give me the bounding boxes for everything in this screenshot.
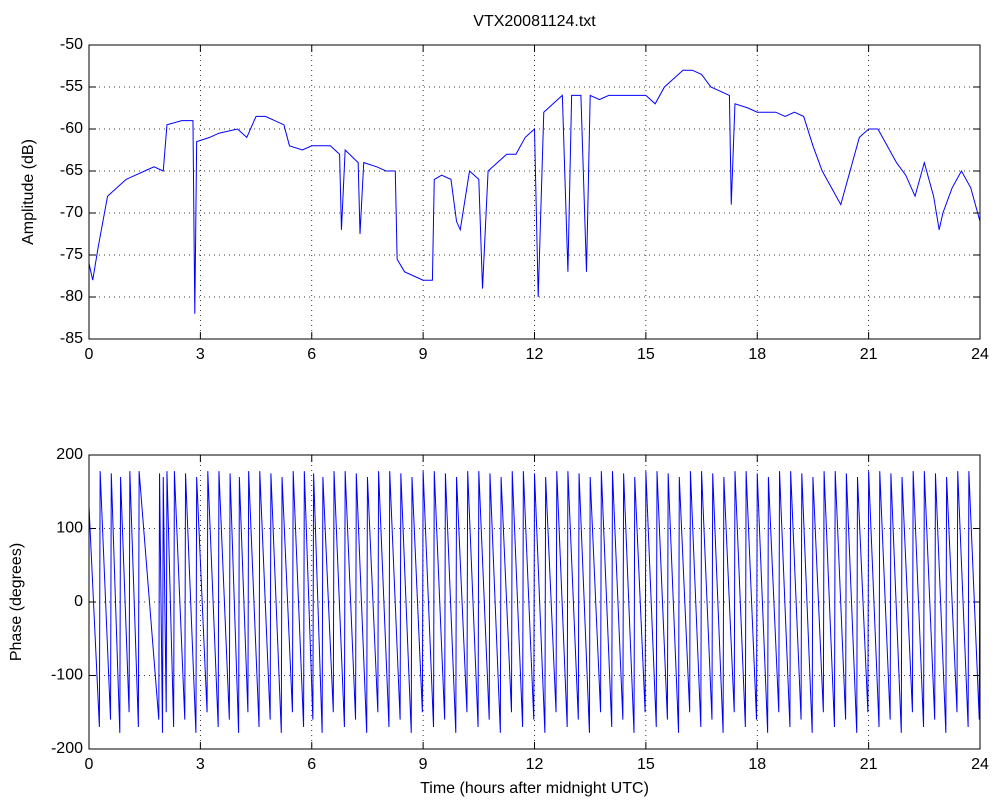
x-tick-label: 12 [526, 756, 544, 773]
y-tick-label: -70 [60, 204, 83, 221]
y-tick-label: 200 [56, 446, 83, 463]
x-axis-label: Time (hours after midnight UTC) [420, 780, 649, 797]
x-tick-label: 15 [637, 346, 655, 363]
y-tick-label: -50 [60, 36, 83, 53]
x-tick-label: 18 [748, 756, 766, 773]
y-tick-label: -60 [60, 120, 83, 137]
y-axis-label: Phase (degrees) [8, 543, 25, 661]
axes-frame [88, 454, 981, 750]
y-tick-label: -80 [60, 288, 83, 305]
y-tick-label: -85 [60, 330, 83, 347]
x-tick-label: 21 [860, 346, 878, 363]
y-axis-label: Amplitude (dB) [20, 139, 37, 245]
x-tick-label: 24 [971, 756, 989, 773]
x-tick-label: 6 [307, 346, 316, 363]
y-tick-label: -65 [60, 162, 83, 179]
x-tick-label: 21 [860, 756, 878, 773]
y-tick-label: 100 [56, 520, 83, 537]
x-tick-label: 15 [637, 756, 655, 773]
y-tick-label: -100 [51, 667, 83, 684]
y-tick-label: -200 [51, 740, 83, 757]
plot-area [89, 45, 980, 339]
x-tick-label: 3 [196, 346, 205, 363]
x-tick-label: 0 [85, 756, 94, 773]
y-tick-label: -75 [60, 246, 83, 263]
data-line [88, 69, 981, 314]
x-tick-label: 12 [526, 346, 544, 363]
x-tick-label: 0 [85, 346, 94, 363]
x-tick-label: 6 [307, 756, 316, 773]
y-tick-label: -55 [60, 78, 83, 95]
x-tick-label: 18 [748, 346, 766, 363]
data-line [88, 471, 981, 733]
axes-frame [88, 44, 981, 340]
x-tick-label: 9 [419, 756, 428, 773]
y-tick-label: 0 [74, 593, 83, 610]
x-tick-label: 3 [196, 756, 205, 773]
x-tick-label: 9 [419, 346, 428, 363]
chart-title: VTX20081124.txt [473, 13, 596, 30]
x-tick-label: 24 [971, 346, 989, 363]
